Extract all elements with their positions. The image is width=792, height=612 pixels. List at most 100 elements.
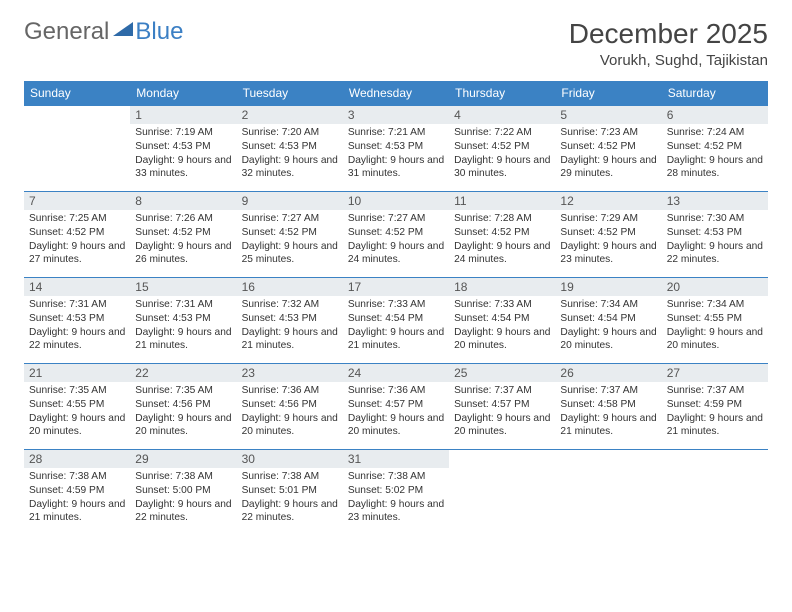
day-detail: Sunrise: 7:19 AMSunset: 4:53 PMDaylight:… — [130, 124, 236, 185]
calendar-week-row: 21Sunrise: 7:35 AMSunset: 4:55 PMDayligh… — [24, 364, 768, 450]
calendar-table: SundayMondayTuesdayWednesdayThursdayFrid… — [24, 81, 768, 536]
day-number: 3 — [343, 106, 449, 124]
weekday-header: Friday — [555, 81, 661, 106]
day-detail: Sunrise: 7:31 AMSunset: 4:53 PMDaylight:… — [24, 296, 130, 357]
calendar-cell: 6Sunrise: 7:24 AMSunset: 4:52 PMDaylight… — [662, 106, 768, 192]
logo: General Blue — [24, 18, 183, 46]
calendar-cell: 23Sunrise: 7:36 AMSunset: 4:56 PMDayligh… — [237, 364, 343, 450]
weekday-header: Tuesday — [237, 81, 343, 106]
day-number: 13 — [662, 192, 768, 210]
calendar-cell: 25Sunrise: 7:37 AMSunset: 4:57 PMDayligh… — [449, 364, 555, 450]
weekday-header: Thursday — [449, 81, 555, 106]
day-number: 29 — [130, 450, 236, 468]
day-detail: Sunrise: 7:27 AMSunset: 4:52 PMDaylight:… — [343, 210, 449, 271]
calendar-cell: 18Sunrise: 7:33 AMSunset: 4:54 PMDayligh… — [449, 278, 555, 364]
day-detail: Sunrise: 7:35 AMSunset: 4:56 PMDaylight:… — [130, 382, 236, 443]
title-block: December 2025 Vorukh, Sughd, Tajikistan — [569, 18, 768, 69]
calendar-cell — [555, 450, 661, 536]
calendar-cell: 15Sunrise: 7:31 AMSunset: 4:53 PMDayligh… — [130, 278, 236, 364]
day-number: 9 — [237, 192, 343, 210]
day-detail: Sunrise: 7:36 AMSunset: 4:56 PMDaylight:… — [237, 382, 343, 443]
day-detail: Sunrise: 7:32 AMSunset: 4:53 PMDaylight:… — [237, 296, 343, 357]
day-detail: Sunrise: 7:38 AMSunset: 4:59 PMDaylight:… — [24, 468, 130, 529]
calendar-cell: 12Sunrise: 7:29 AMSunset: 4:52 PMDayligh… — [555, 192, 661, 278]
calendar-cell: 5Sunrise: 7:23 AMSunset: 4:52 PMDaylight… — [555, 106, 661, 192]
day-detail: Sunrise: 7:33 AMSunset: 4:54 PMDaylight:… — [449, 296, 555, 357]
day-number: 25 — [449, 364, 555, 382]
day-detail: Sunrise: 7:27 AMSunset: 4:52 PMDaylight:… — [237, 210, 343, 271]
day-detail: Sunrise: 7:34 AMSunset: 4:55 PMDaylight:… — [662, 296, 768, 357]
day-number: 16 — [237, 278, 343, 296]
day-number: 20 — [662, 278, 768, 296]
calendar-cell: 4Sunrise: 7:22 AMSunset: 4:52 PMDaylight… — [449, 106, 555, 192]
weekday-header: Sunday — [24, 81, 130, 106]
calendar-cell: 29Sunrise: 7:38 AMSunset: 5:00 PMDayligh… — [130, 450, 236, 536]
weekday-header: Saturday — [662, 81, 768, 106]
calendar-cell: 21Sunrise: 7:35 AMSunset: 4:55 PMDayligh… — [24, 364, 130, 450]
day-detail: Sunrise: 7:29 AMSunset: 4:52 PMDaylight:… — [555, 210, 661, 271]
location-text: Vorukh, Sughd, Tajikistan — [569, 52, 768, 69]
day-detail: Sunrise: 7:26 AMSunset: 4:52 PMDaylight:… — [130, 210, 236, 271]
day-number: 4 — [449, 106, 555, 124]
weekday-header: Wednesday — [343, 81, 449, 106]
calendar-cell: 27Sunrise: 7:37 AMSunset: 4:59 PMDayligh… — [662, 364, 768, 450]
day-number: 18 — [449, 278, 555, 296]
calendar-cell: 9Sunrise: 7:27 AMSunset: 4:52 PMDaylight… — [237, 192, 343, 278]
day-number: 23 — [237, 364, 343, 382]
day-number: 17 — [343, 278, 449, 296]
day-detail: Sunrise: 7:31 AMSunset: 4:53 PMDaylight:… — [130, 296, 236, 357]
calendar-cell: 3Sunrise: 7:21 AMSunset: 4:53 PMDaylight… — [343, 106, 449, 192]
calendar-week-row: 1Sunrise: 7:19 AMSunset: 4:53 PMDaylight… — [24, 106, 768, 192]
logo-triangle-icon — [113, 20, 133, 38]
day-number: 7 — [24, 192, 130, 210]
day-number: 27 — [662, 364, 768, 382]
calendar-cell: 1Sunrise: 7:19 AMSunset: 4:53 PMDaylight… — [130, 106, 236, 192]
month-title: December 2025 — [569, 18, 768, 50]
day-number: 22 — [130, 364, 236, 382]
day-detail: Sunrise: 7:37 AMSunset: 4:57 PMDaylight:… — [449, 382, 555, 443]
day-detail: Sunrise: 7:23 AMSunset: 4:52 PMDaylight:… — [555, 124, 661, 185]
day-detail: Sunrise: 7:24 AMSunset: 4:52 PMDaylight:… — [662, 124, 768, 185]
calendar-cell: 28Sunrise: 7:38 AMSunset: 4:59 PMDayligh… — [24, 450, 130, 536]
day-number: 5 — [555, 106, 661, 124]
day-detail: Sunrise: 7:35 AMSunset: 4:55 PMDaylight:… — [24, 382, 130, 443]
calendar-cell: 16Sunrise: 7:32 AMSunset: 4:53 PMDayligh… — [237, 278, 343, 364]
calendar-cell: 31Sunrise: 7:38 AMSunset: 5:02 PMDayligh… — [343, 450, 449, 536]
calendar-body: 1Sunrise: 7:19 AMSunset: 4:53 PMDaylight… — [24, 106, 768, 536]
day-detail: Sunrise: 7:25 AMSunset: 4:52 PMDaylight:… — [24, 210, 130, 271]
day-number: 8 — [130, 192, 236, 210]
logo-word-1: General — [24, 18, 109, 46]
day-number: 11 — [449, 192, 555, 210]
day-number: 28 — [24, 450, 130, 468]
calendar-week-row: 7Sunrise: 7:25 AMSunset: 4:52 PMDaylight… — [24, 192, 768, 278]
day-number: 21 — [24, 364, 130, 382]
day-number: 31 — [343, 450, 449, 468]
day-number: 14 — [24, 278, 130, 296]
page-header: General Blue December 2025 Vorukh, Sughd… — [24, 18, 768, 69]
day-number: 12 — [555, 192, 661, 210]
day-number: 1 — [130, 106, 236, 124]
day-detail: Sunrise: 7:37 AMSunset: 4:59 PMDaylight:… — [662, 382, 768, 443]
day-detail: Sunrise: 7:34 AMSunset: 4:54 PMDaylight:… — [555, 296, 661, 357]
day-detail: Sunrise: 7:21 AMSunset: 4:53 PMDaylight:… — [343, 124, 449, 185]
calendar-cell: 2Sunrise: 7:20 AMSunset: 4:53 PMDaylight… — [237, 106, 343, 192]
calendar-cell: 11Sunrise: 7:28 AMSunset: 4:52 PMDayligh… — [449, 192, 555, 278]
calendar-cell: 30Sunrise: 7:38 AMSunset: 5:01 PMDayligh… — [237, 450, 343, 536]
day-detail: Sunrise: 7:38 AMSunset: 5:01 PMDaylight:… — [237, 468, 343, 529]
day-number: 2 — [237, 106, 343, 124]
day-detail: Sunrise: 7:33 AMSunset: 4:54 PMDaylight:… — [343, 296, 449, 357]
logo-word-2: Blue — [135, 18, 183, 46]
day-detail: Sunrise: 7:20 AMSunset: 4:53 PMDaylight:… — [237, 124, 343, 185]
calendar-cell: 17Sunrise: 7:33 AMSunset: 4:54 PMDayligh… — [343, 278, 449, 364]
calendar-cell — [449, 450, 555, 536]
day-number: 6 — [662, 106, 768, 124]
day-number: 30 — [237, 450, 343, 468]
calendar-cell: 14Sunrise: 7:31 AMSunset: 4:53 PMDayligh… — [24, 278, 130, 364]
calendar-cell: 26Sunrise: 7:37 AMSunset: 4:58 PMDayligh… — [555, 364, 661, 450]
day-number: 24 — [343, 364, 449, 382]
day-detail: Sunrise: 7:36 AMSunset: 4:57 PMDaylight:… — [343, 382, 449, 443]
day-number: 15 — [130, 278, 236, 296]
day-detail: Sunrise: 7:22 AMSunset: 4:52 PMDaylight:… — [449, 124, 555, 185]
day-number: 26 — [555, 364, 661, 382]
day-detail: Sunrise: 7:38 AMSunset: 5:00 PMDaylight:… — [130, 468, 236, 529]
